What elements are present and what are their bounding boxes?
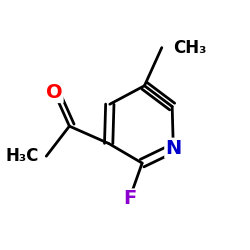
Text: F: F: [123, 190, 136, 208]
Text: O: O: [46, 83, 63, 102]
Text: CH₃: CH₃: [173, 39, 207, 57]
Text: N: N: [165, 138, 182, 158]
Text: H₃C: H₃C: [6, 147, 39, 165]
